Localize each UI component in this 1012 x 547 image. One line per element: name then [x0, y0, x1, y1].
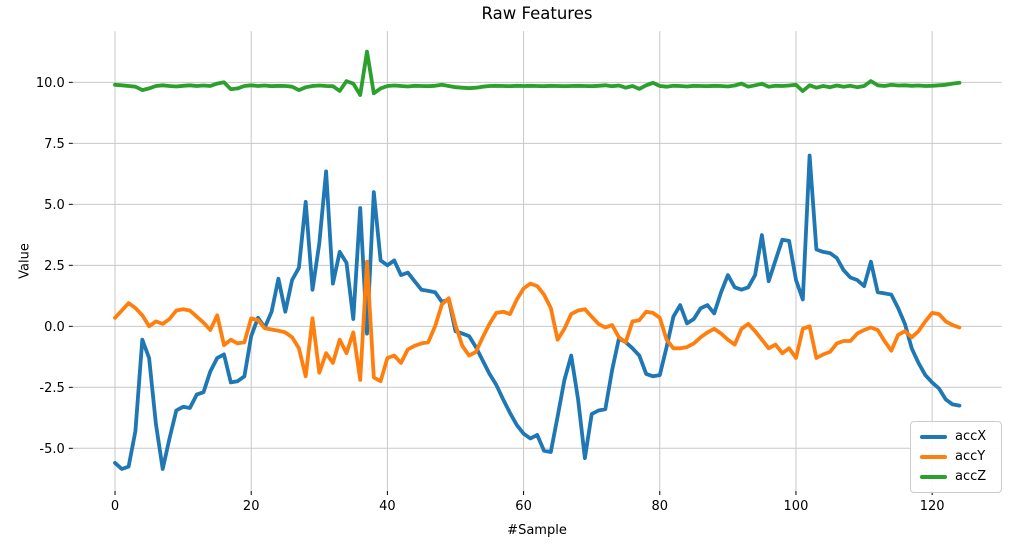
- tick-labels: 0 20 40 60 80 100 120 -5.0 -2.5 0.0 2.5 5.0 7.5 10.0: [36, 76, 945, 514]
- y-tick-label: -2.5: [39, 381, 64, 396]
- legend-item-accY: accY: [920, 447, 992, 467]
- y-tick-label: 2.5: [44, 259, 65, 274]
- legend-label-accX: accX: [955, 429, 987, 444]
- y-tick-label: 7.5: [44, 137, 65, 152]
- chart-title: Raw Features: [481, 4, 593, 23]
- legend-label-accY: accY: [955, 449, 986, 464]
- legend: accX accY accZ: [910, 421, 1002, 493]
- legend-label-accZ: accZ: [955, 469, 987, 484]
- y-axis-label: Value: [17, 243, 33, 279]
- y-tick-label: 10.0: [36, 76, 65, 91]
- x-tick-label: 0: [111, 499, 119, 514]
- legend-item-accZ: accZ: [920, 467, 992, 487]
- x-axis-label: #Sample: [507, 523, 567, 538]
- accX-line-swatch-icon: [920, 435, 947, 439]
- y-tick-label: 5.0: [44, 198, 65, 213]
- y-tick-label: 0.0: [44, 320, 65, 335]
- legend-item-accX: accX: [920, 427, 992, 447]
- x-tick-label: 60: [515, 499, 532, 514]
- x-tick-label: 20: [243, 499, 260, 514]
- accX-line: [113, 153, 962, 471]
- x-tick-label: 80: [651, 499, 668, 514]
- accY-line-swatch-icon: [920, 455, 947, 459]
- x-tick-label: 100: [784, 499, 809, 514]
- accZ-line-swatch-icon: [920, 475, 947, 479]
- accZ-line: [113, 49, 962, 97]
- gridlines: [72, 31, 1002, 491]
- x-tick-label: 40: [379, 499, 396, 514]
- accY-line: [113, 259, 962, 384]
- x-tick-label: 120: [920, 499, 945, 514]
- y-tick-label: -5.0: [39, 442, 64, 457]
